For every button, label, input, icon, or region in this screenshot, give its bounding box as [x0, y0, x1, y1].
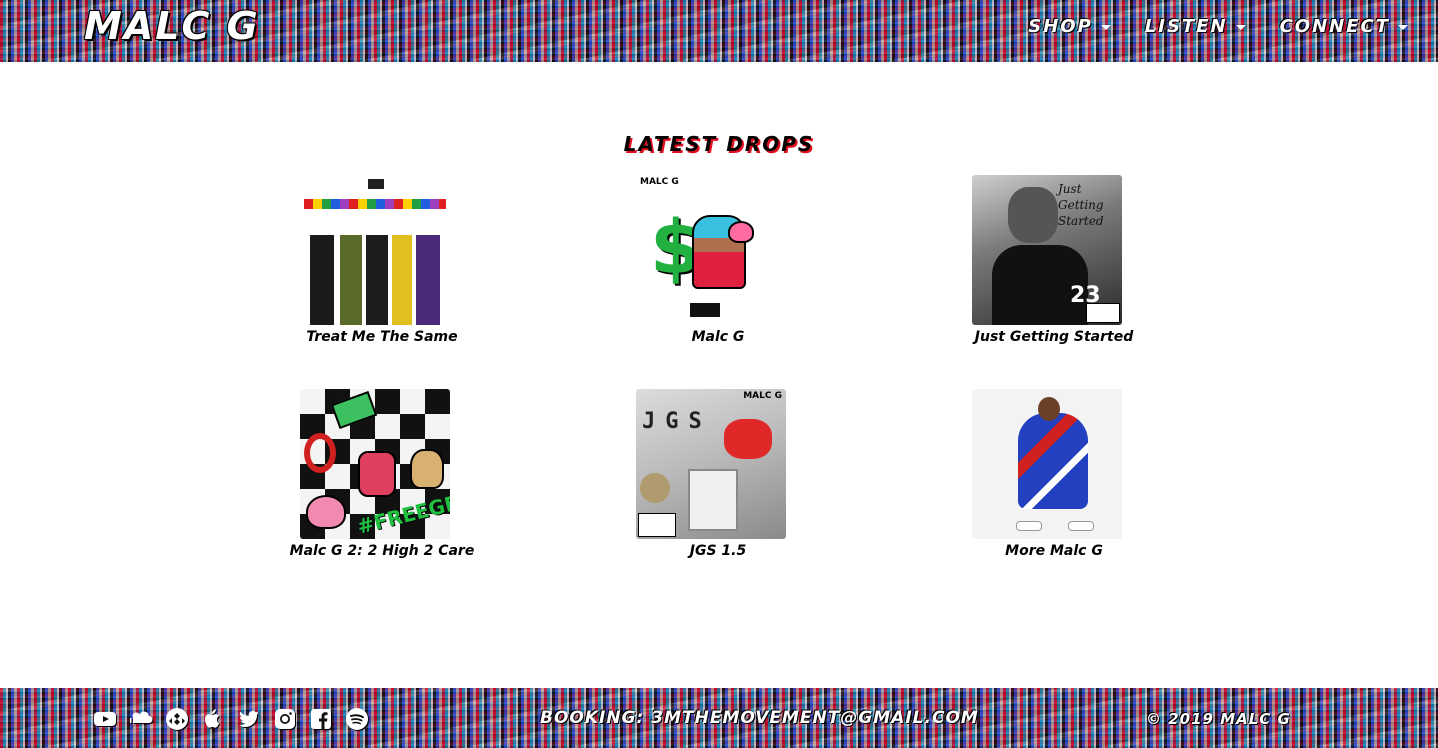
headphones-art [304, 433, 336, 473]
heart-art [728, 221, 754, 243]
release-title[interactable]: Malc G 2: 2 High 2 Care [289, 543, 475, 559]
youtube-icon[interactable] [92, 706, 118, 732]
release-cover-malc-g[interactable]: MALC G $ [636, 175, 786, 325]
spotify-icon[interactable] [344, 706, 370, 732]
fanny-pack-art [724, 419, 772, 459]
nav-listen-label: LISTEN [1144, 16, 1228, 37]
parental-advisory-badge [638, 513, 676, 537]
nav-shop-dropdown[interactable]: SHOP [1028, 16, 1111, 37]
site-footer: BOOKING: 3MTHEMOVEMENT@GMAIL.COM © 2019 … [0, 688, 1438, 748]
instagram-icon[interactable] [272, 706, 298, 732]
site-header: MALC G SHOP LISTEN CONNECT [0, 0, 1438, 62]
release-cover-just-getting-started[interactable]: 23 Just Getting Started [972, 175, 1122, 325]
nav-connect-label: CONNECT [1279, 16, 1390, 37]
twitter-icon[interactable] [236, 706, 262, 732]
tidal-icon[interactable] [164, 706, 190, 732]
release-cover-jgs-1-5[interactable]: JGS MALC G [636, 389, 786, 539]
soundcloud-icon[interactable] [128, 706, 154, 732]
release-title[interactable]: JGS 1.5 [689, 543, 747, 559]
parental-advisory-badge [368, 179, 384, 189]
chevron-down-icon [1398, 25, 1408, 30]
release-title[interactable]: Treat Me The Same [306, 329, 458, 345]
release-cover-treat-me-the-same[interactable] [300, 175, 450, 325]
release-title[interactable]: Just Getting Started [974, 329, 1134, 345]
cover-group-photo [300, 235, 450, 325]
cover-artist-tag: MALC G [743, 391, 782, 401]
main-nav: SHOP LISTEN CONNECT [1028, 16, 1408, 37]
money-stack-art [330, 390, 378, 430]
nav-listen-dropdown[interactable]: LISTEN [1145, 16, 1246, 37]
nav-shop-label: SHOP [1028, 16, 1093, 37]
copyright-text: © 2019 MALC G [1146, 710, 1291, 728]
cover-jgs-letters: JGS [642, 409, 712, 434]
cover-artist-tag: MALC G [640, 177, 679, 187]
chevron-down-icon [1100, 25, 1111, 30]
release-title[interactable]: Malc G [691, 329, 745, 345]
section-title: LATEST DROPS [623, 132, 815, 156]
parental-advisory-badge [690, 303, 720, 317]
sneaker-art [1068, 521, 1094, 531]
cover-portrait-art [1008, 187, 1058, 243]
money-bag-art [410, 449, 444, 489]
coin-art [640, 473, 670, 503]
scale-art [688, 469, 738, 531]
release-cover-malc-g-2[interactable]: #FREEGEE [300, 389, 450, 539]
cover-character-art [358, 451, 396, 497]
cover-script-title: Just Getting Started [1058, 182, 1104, 228]
booking-email-link[interactable]: BOOKING: 3MTHEMOVEMENT@GMAIL.COM [540, 708, 979, 728]
chevron-down-icon [1235, 25, 1246, 30]
sneaker-art [1016, 521, 1042, 531]
cover-title-strip [304, 199, 446, 209]
release-title[interactable]: More Malc G [1005, 543, 1103, 559]
nav-connect-dropdown[interactable]: CONNECT [1280, 16, 1408, 37]
cover-portrait-art [1038, 397, 1060, 421]
release-cover-more-malc-g[interactable] [972, 389, 1122, 539]
parental-advisory-badge [1086, 303, 1120, 323]
social-links [92, 706, 370, 732]
cover-tracksuit-art [1018, 413, 1088, 509]
cover-jersey-art [992, 245, 1088, 325]
brand-logo[interactable]: MALC G [84, 4, 260, 48]
apple-icon[interactable] [200, 706, 226, 732]
facebook-icon[interactable] [308, 706, 334, 732]
broken-heart-art [306, 495, 346, 529]
